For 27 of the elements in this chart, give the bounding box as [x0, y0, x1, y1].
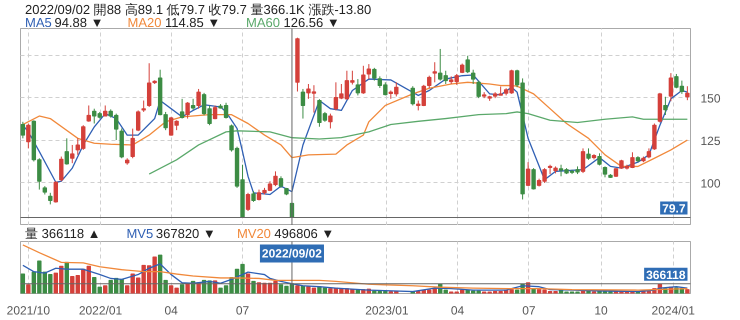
text: MA5 — [25, 15, 52, 30]
x-tick-label: 2024/01 — [652, 304, 696, 318]
y-tick-label: 125 — [700, 134, 721, 148]
text: 量 366118 ▲ — [25, 226, 101, 241]
chart-title: 2022/09/02 開88 高89.1 低79.7 收79.7 量366.1K 漲跌-13.80 — [25, 2, 372, 17]
annotation: 94.88 ▼ — [54, 15, 104, 30]
ref-line-label: 2022/09/02 — [262, 246, 322, 260]
annotation: 126.56 ▼ — [283, 15, 340, 30]
text: 367820 ▼ — [156, 226, 216, 241]
text: MV20 — [236, 226, 271, 241]
x-tick-label: 04 — [164, 304, 178, 318]
y-tick-label: 100 — [700, 176, 721, 190]
x-tick-label: 07 — [236, 304, 250, 318]
series-label: MV5 — [126, 226, 154, 241]
annotation: 366118 — [646, 268, 686, 282]
x-tick-label: 2023/01 — [365, 304, 409, 318]
ref-line-label: 79.7 — [662, 201, 686, 216]
y-tick-label: 150 — [700, 91, 721, 106]
x-tick-label: 10 — [594, 304, 608, 318]
text: MA20 — [128, 15, 162, 30]
text: 496806 ▼ — [274, 226, 334, 241]
annotation: 114.85 ▼ — [164, 15, 220, 30]
x-tick-label: 2022/01 — [78, 304, 123, 318]
text: MA60 — [246, 15, 280, 30]
x-tick-label: 07 — [522, 304, 536, 318]
x-tick-label: 04 — [450, 304, 464, 318]
x-tick-label: 2021/10 — [6, 304, 50, 318]
